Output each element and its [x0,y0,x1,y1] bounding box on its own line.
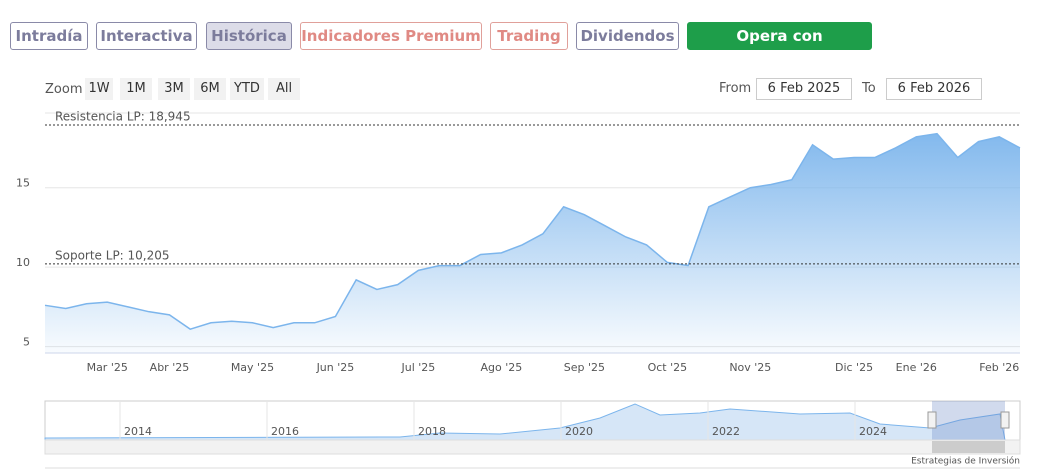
navigator-selection[interactable] [932,401,1005,440]
zoom-button[interactable]: 1M [120,78,152,100]
x-tick-label: Feb '26 [979,361,1019,374]
navigator-label: 2016 [271,425,299,438]
zoom-label: Zoom [45,82,83,97]
zoom-button[interactable]: 3M [158,78,190,100]
x-tick-label: Mar '25 [87,361,128,374]
navigator-label: 2018 [418,425,446,438]
tab[interactable]: Opera con Freedom24 [687,22,872,71]
zoom-button[interactable]: All [268,78,300,100]
zoom-button[interactable]: 6M [194,78,226,100]
tab[interactable]: Indicadores Premium [300,22,482,50]
navigator-label: 2020 [565,425,593,438]
tab[interactable]: Dividendos [576,22,679,50]
scrollbar[interactable] [44,439,1021,455]
to-input[interactable]: 6 Feb 2026 [886,78,982,100]
handle[interactable] [927,411,937,429]
x-tick-label: Jul '25 [401,361,436,374]
credit[interactable]: Estrategias de Inversión [911,456,1020,467]
zoom-button[interactable]: 1W [85,78,113,100]
from-label: From [719,81,752,96]
navigator-series [44,403,1006,441]
from-input[interactable]: 6 Feb 2025 [756,78,852,100]
x-tick-label: Jun '25 [316,361,355,374]
y-tick-label: 5 [23,336,30,349]
x-tick-label: Sep '25 [564,361,605,374]
tab[interactable]: Histórica [206,22,292,50]
tab[interactable]: Intradía [10,22,88,50]
scrollbar-thumb[interactable] [932,441,1005,453]
x-tick-label: Oct '25 [648,361,688,374]
x-tick-label: May '25 [231,361,274,374]
annotation-label: Soporte LP: 10,205 [55,248,170,262]
y-tick-label: 15 [16,177,30,190]
y-tick-label: 10 [16,256,30,269]
x-tick-label: Abr '25 [150,361,190,374]
navigator-label: 2014 [124,425,152,438]
x-tick-label: Dic '25 [835,361,873,374]
line [44,132,1021,330]
annotation-label: Resistencia LP: 18,945 [55,110,191,124]
x-tick-label: Ene '26 [896,361,937,374]
x-tick-label: Nov '25 [729,361,771,374]
tab[interactable]: Interactiva [96,22,197,50]
navigator-label: 2024 [859,425,887,438]
tab[interactable]: Trading [490,22,568,50]
area-fill [45,133,1020,353]
handle[interactable] [1000,411,1010,429]
navigator-label: 2022 [712,425,740,438]
zoom-button[interactable]: YTD [230,78,264,100]
to-label: To [862,81,876,96]
x-tick-label: Ago '25 [481,361,523,374]
